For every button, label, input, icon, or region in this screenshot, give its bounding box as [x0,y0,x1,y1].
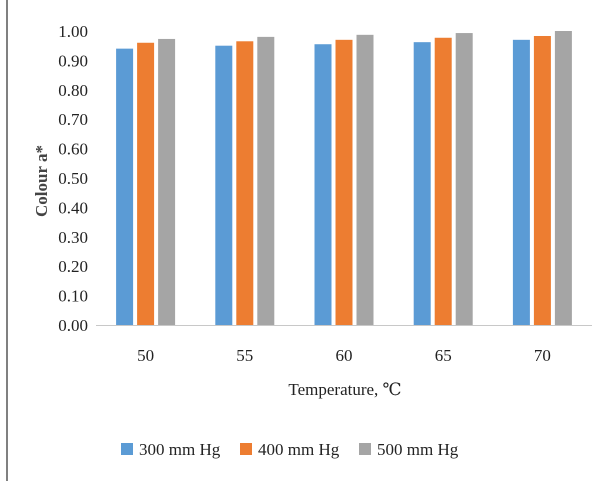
y-tick-label: 0.00 [58,316,88,335]
bar-300-mm-hg-70 [512,39,530,325]
bar-500-mm-hg-60 [356,34,374,326]
bar-400-mm-hg-55 [236,41,254,325]
x-tick-label: 65 [435,346,452,365]
bar-300-mm-hg-55 [215,45,233,325]
y-axis-title: Colour a* [32,145,51,217]
y-tick-label: 0.70 [58,110,88,129]
bar-500-mm-hg-50 [158,38,176,326]
x-axis-ticks: 50 55 60 65 70 [137,346,551,365]
x-tick-label: 50 [137,346,154,365]
legend-label: 400 mm Hg [258,440,340,459]
bars-group [116,31,572,326]
y-tick-label: 0.20 [58,257,88,276]
bar-300-mm-hg-50 [116,48,134,325]
y-axis-ticks: 0.00 0.10 0.20 0.30 0.40 0.50 0.60 0.70 0.80 0.90… [58,22,88,335]
bar-300-mm-hg-65 [413,42,431,326]
legend-swatch [359,443,371,455]
legend: 300 mm Hg 400 mm Hg 500 mm Hg [121,440,459,459]
y-tick-label: 0.40 [58,198,88,217]
y-tick-label: 0.60 [58,140,88,159]
legend-label: 500 mm Hg [377,440,459,459]
y-tick-label: 0.10 [58,287,88,306]
legend-swatch [121,443,133,455]
x-tick-label: 60 [336,346,353,365]
bar-400-mm-hg-65 [434,37,452,326]
bar-300-mm-hg-60 [314,44,332,325]
bar-400-mm-hg-50 [137,42,155,325]
y-tick-label: 0.30 [58,228,88,247]
bar-400-mm-hg-70 [533,35,551,326]
x-tick-label: 55 [236,346,253,365]
bar-500-mm-hg-65 [455,33,473,326]
legend-label: 300 mm Hg [139,440,221,459]
legend-swatch [240,443,252,455]
bar-500-mm-hg-70 [554,31,572,325]
x-axis-title: Temperature, ℃ [288,380,401,399]
y-tick-label: 1.00 [58,22,88,41]
y-tick-label: 0.80 [58,81,88,100]
y-tick-label: 0.90 [58,51,88,70]
bar-400-mm-hg-60 [335,39,353,325]
y-tick-label: 0.50 [58,169,88,188]
x-tick-label: 70 [534,346,551,365]
bar-500-mm-hg-55 [257,36,275,325]
